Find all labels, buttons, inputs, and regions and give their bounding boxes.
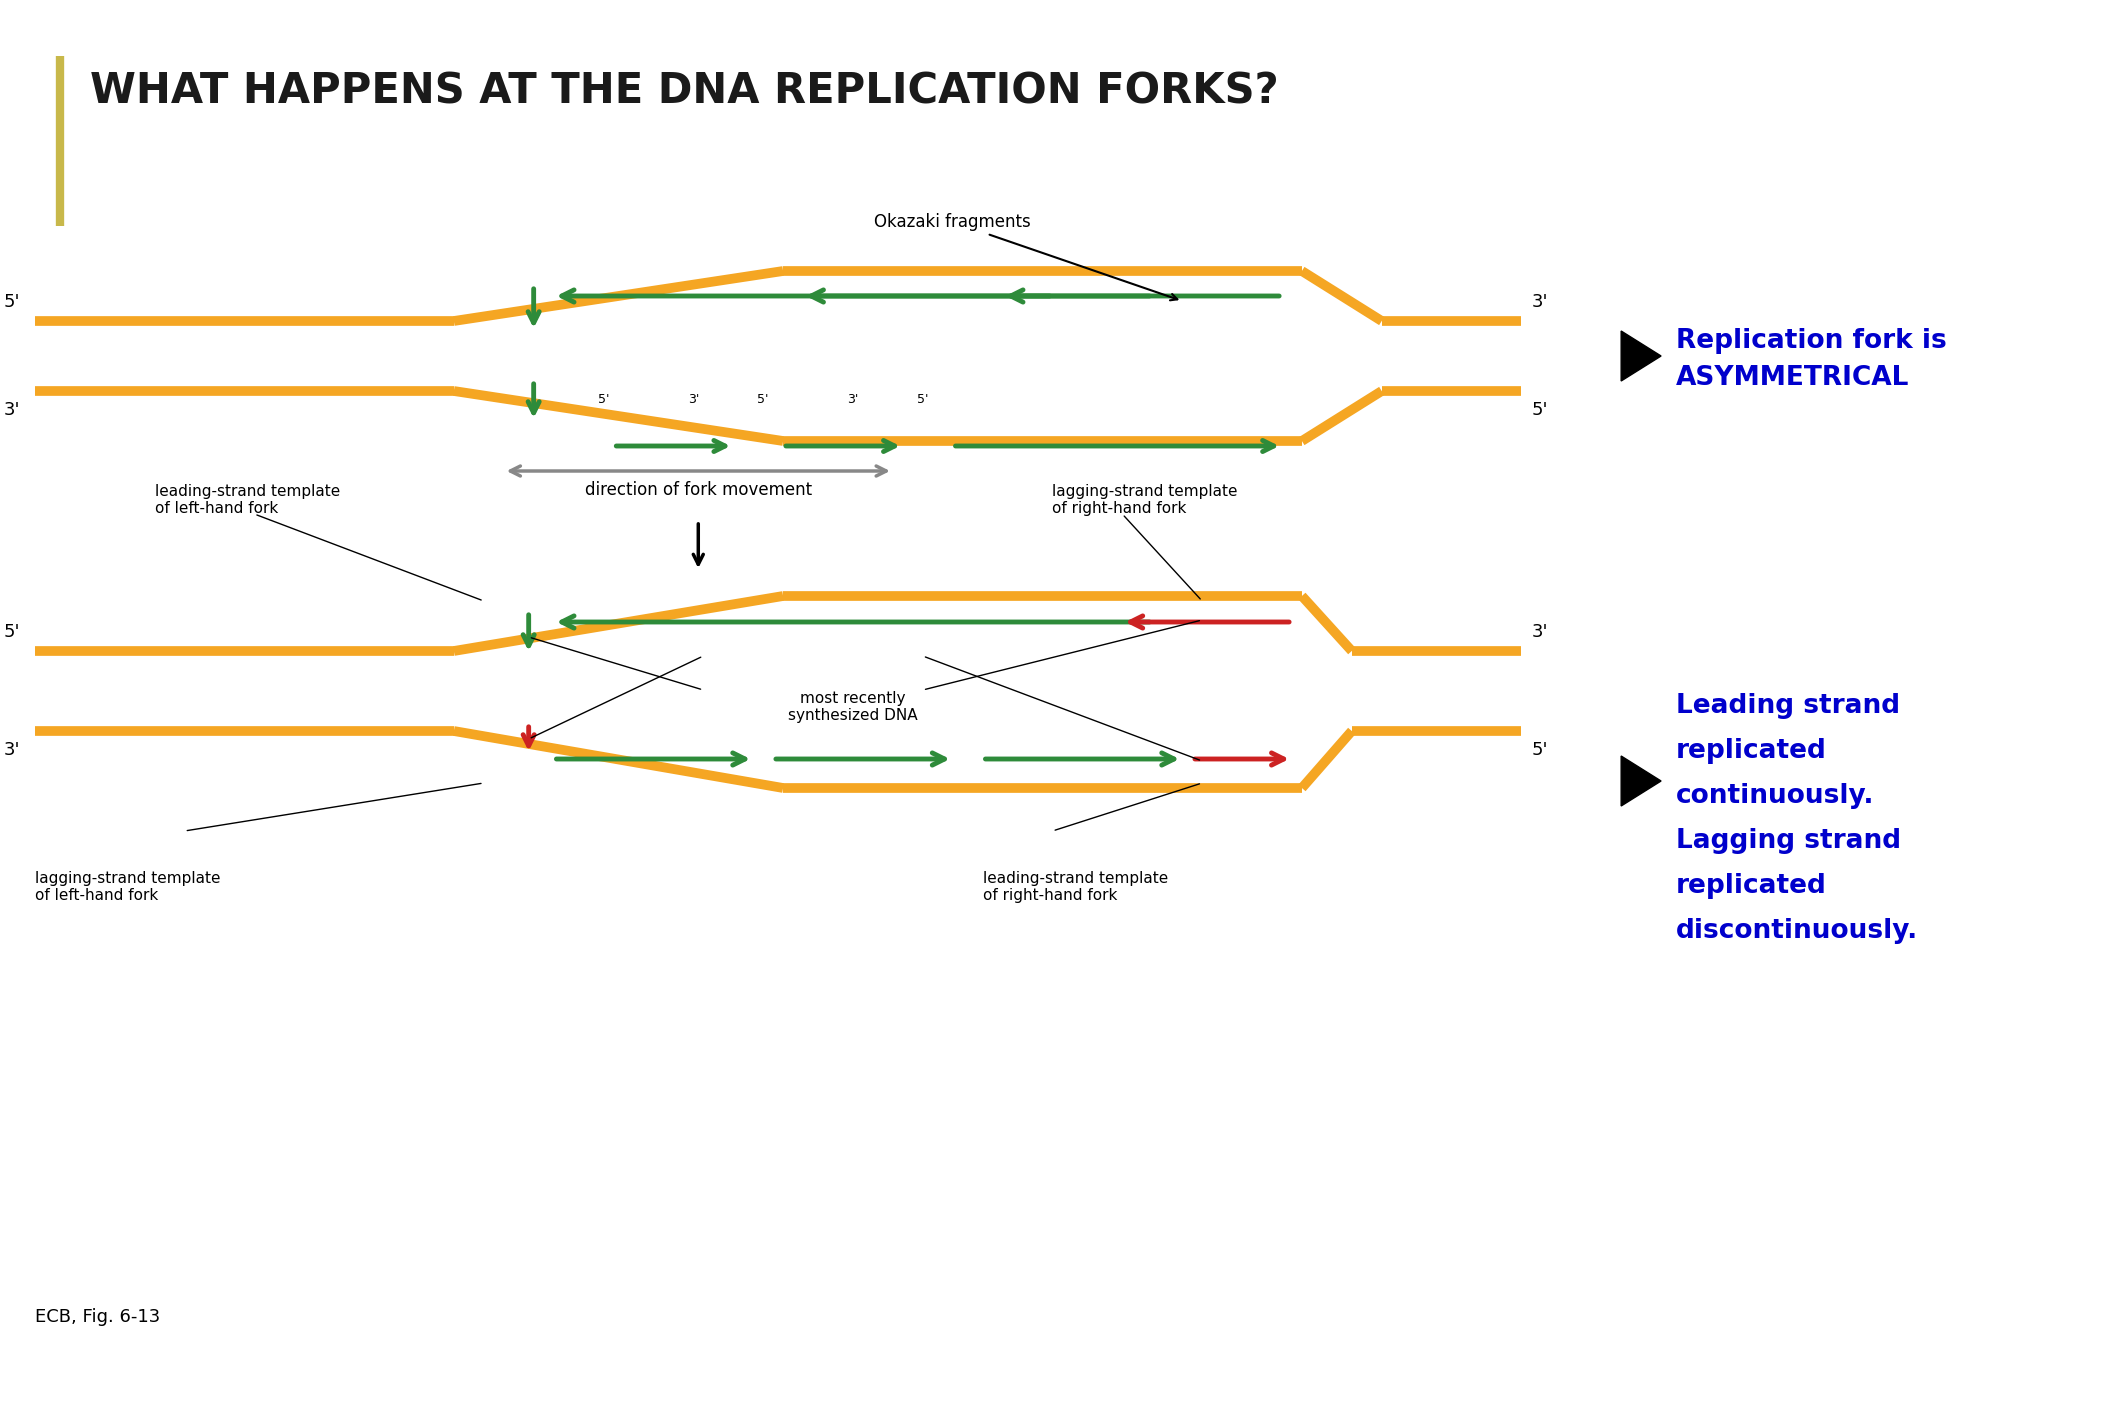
Text: 5': 5'	[1531, 741, 1548, 759]
Text: Lagging strand: Lagging strand	[1675, 828, 1901, 853]
Text: 5': 5'	[597, 394, 610, 406]
Text: continuously.: continuously.	[1675, 783, 1875, 808]
Text: 3': 3'	[848, 394, 859, 406]
Text: WHAT HAPPENS AT THE DNA REPLICATION FORKS?: WHAT HAPPENS AT THE DNA REPLICATION FORK…	[89, 70, 1278, 112]
Text: 5': 5'	[4, 292, 19, 311]
Text: direction of fork movement: direction of fork movement	[585, 481, 812, 499]
Polygon shape	[1622, 330, 1660, 381]
Text: Replication fork is: Replication fork is	[1675, 328, 1947, 354]
Text: replicated: replicated	[1675, 873, 1826, 898]
Text: lagging-strand template
of right-hand fork: lagging-strand template of right-hand fo…	[1052, 484, 1237, 516]
Text: ECB, Fig. 6-13: ECB, Fig. 6-13	[34, 1308, 159, 1326]
Text: 3': 3'	[1531, 292, 1548, 311]
Text: leading-strand template
of right-hand fork: leading-strand template of right-hand fo…	[982, 870, 1167, 904]
Text: Leading strand: Leading strand	[1675, 693, 1901, 718]
Text: ASYMMETRICAL: ASYMMETRICAL	[1675, 366, 1909, 391]
Text: 3': 3'	[4, 401, 19, 419]
Text: 3': 3'	[687, 394, 699, 406]
Text: most recently
synthesized DNA: most recently synthesized DNA	[789, 690, 918, 724]
Text: 3': 3'	[4, 741, 19, 759]
Text: discontinuously.: discontinuously.	[1675, 918, 1918, 943]
Text: replicated: replicated	[1675, 738, 1826, 763]
Text: 5': 5'	[757, 394, 770, 406]
Text: 3': 3'	[1531, 623, 1548, 641]
Text: lagging-strand template
of left-hand fork: lagging-strand template of left-hand for…	[34, 870, 221, 904]
Polygon shape	[1622, 756, 1660, 806]
Text: leading-strand template
of left-hand fork: leading-strand template of left-hand for…	[155, 484, 340, 516]
Text: 5': 5'	[1531, 401, 1548, 419]
Text: 5': 5'	[4, 623, 19, 641]
Text: Okazaki fragments: Okazaki fragments	[874, 212, 1178, 301]
Text: 5': 5'	[916, 394, 929, 406]
